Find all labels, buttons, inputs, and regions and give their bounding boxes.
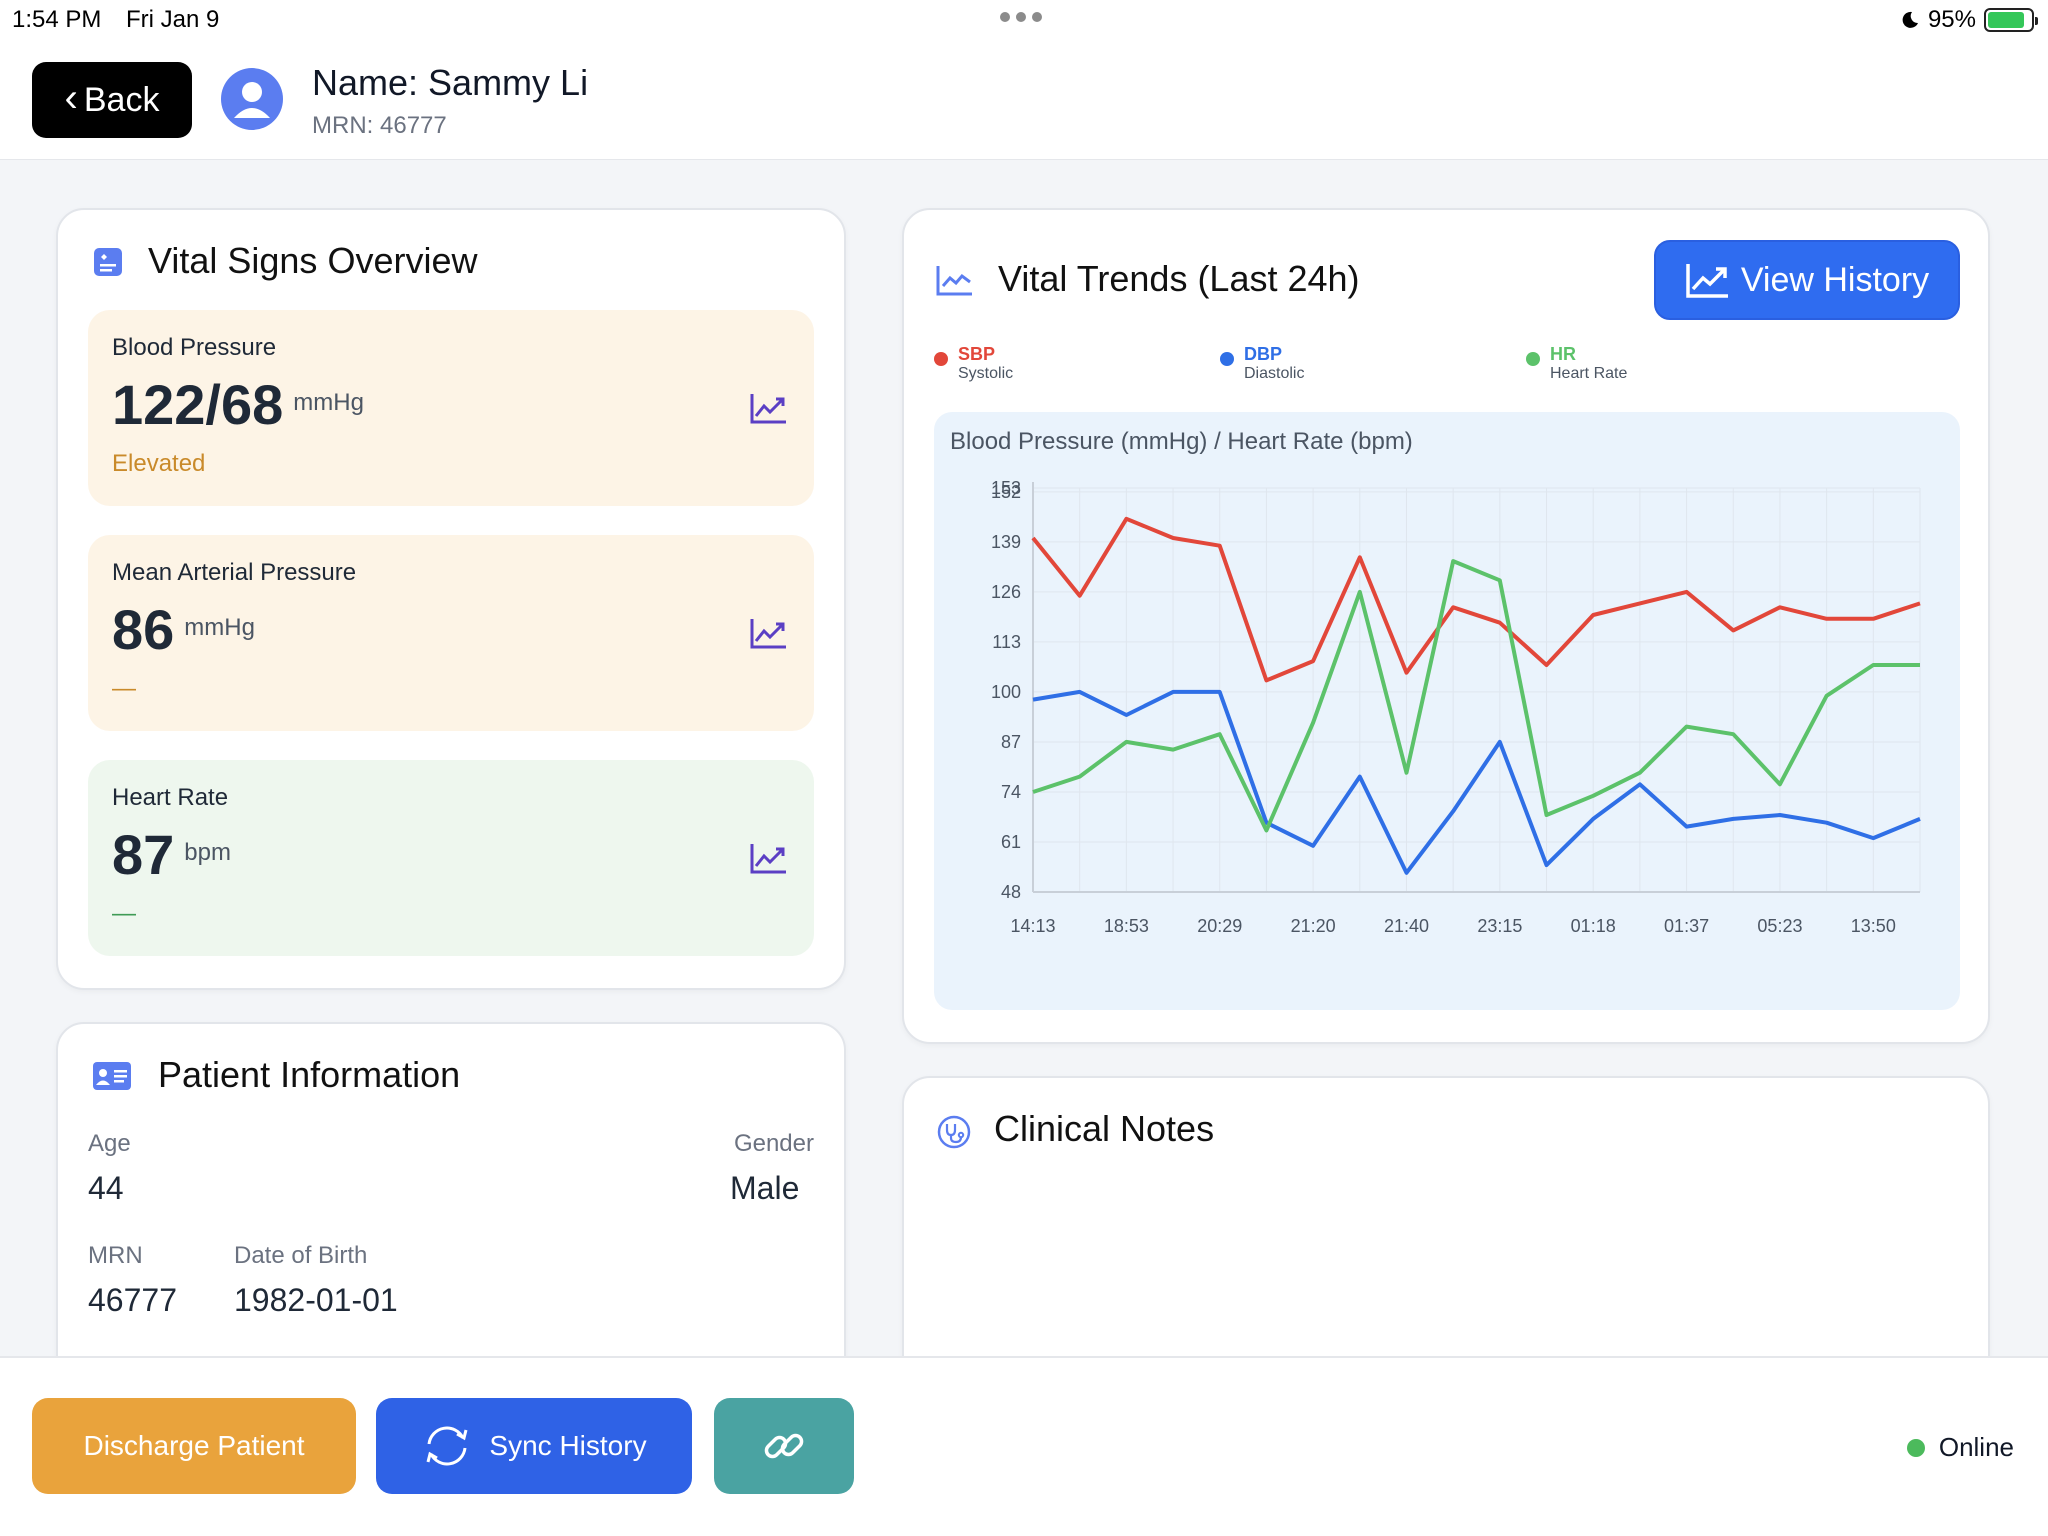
id-card-icon <box>93 1062 131 1090</box>
status-bar: 1:54 PM Fri Jan 9 95% <box>0 0 2048 40</box>
heart-rate-box[interactable]: Heart Rate 87 bpm — <box>88 760 814 956</box>
status-right: 95% <box>1900 6 2038 34</box>
connection-status: Online <box>1906 1432 2014 1463</box>
legend-dbp: DBP Diastolic <box>1220 344 1304 383</box>
x-tick-label: 01:37 <box>1664 916 1709 936</box>
map-status: — <box>112 675 136 702</box>
status-time: 1:54 PM <box>12 6 102 33</box>
bottom-action-bar: Discharge Patient Sync History Online <box>0 1356 2048 1536</box>
trend-chart-icon[interactable] <box>750 392 788 424</box>
mrn-label: MRN <box>88 1242 143 1269</box>
trends-title: Vital Trends (Last 24h) <box>998 258 1360 299</box>
dob-value: 1982-01-01 <box>234 1282 398 1318</box>
patient-info-title: Patient Information <box>158 1054 461 1095</box>
y-tick-label: 153 <box>991 478 1021 498</box>
online-status-dot <box>1906 1438 1925 1457</box>
trend-chart-icon[interactable] <box>750 617 788 649</box>
avatar <box>221 68 283 130</box>
x-tick-label: 23:15 <box>1477 916 1522 936</box>
hr-unit: bpm <box>184 839 231 866</box>
discharge-label: Discharge Patient <box>83 1430 305 1461</box>
y-tick-label: 113 <box>992 632 1021 652</box>
x-tick-label: 13:50 <box>1851 916 1896 936</box>
view-history-button[interactable]: View History <box>1654 240 1960 320</box>
discharge-patient-button[interactable]: Discharge Patient <box>32 1398 356 1494</box>
patient-header: ‹ Back Name: Sammy Li MRN: 46777 <box>0 40 2048 160</box>
x-tick-label: 14:13 <box>1010 916 1055 936</box>
gender-label: Gender <box>733 1130 814 1157</box>
stethoscope-icon <box>937 1115 971 1149</box>
sync-history-button[interactable]: Sync History <box>376 1398 692 1494</box>
battery-percent: 95% <box>1927 6 1976 33</box>
view-history-label: View History <box>1740 260 1930 299</box>
age-label: Age <box>88 1130 131 1157</box>
x-tick-label: 21:40 <box>1384 916 1429 936</box>
bp-label: Blood Pressure <box>112 334 277 361</box>
vital-signs-card: Vital Signs Overview Blood Pressure 122/… <box>56 208 846 990</box>
y-tick-label: 48 <box>1001 882 1021 902</box>
trend-up-icon <box>1686 264 1728 298</box>
map-unit: mmHg <box>184 614 255 641</box>
legend-hr: HR Heart Rate <box>1526 344 1627 383</box>
series-line-sbp <box>1031 516 1921 683</box>
legend-dot <box>1220 352 1234 366</box>
sync-icon <box>426 1426 468 1466</box>
y-tick-label: 152 <box>991 482 1021 502</box>
link-icon <box>764 1433 804 1459</box>
x-tick-label: 05:23 <box>1757 916 1802 936</box>
user-icon <box>234 82 270 118</box>
dob-label: Date of Birth <box>234 1242 368 1269</box>
chevron-left-icon: ‹ <box>64 76 78 120</box>
line-chart-icon <box>936 266 972 296</box>
y-tick-label: 74 <box>1001 782 1021 802</box>
y-tick-label: 61 <box>1001 832 1021 852</box>
link-button[interactable] <box>714 1398 854 1494</box>
x-tick-label: 01:18 <box>1571 916 1616 936</box>
bp-status: Elevated <box>112 450 206 477</box>
moon-icon <box>1902 11 1918 28</box>
hr-value: 87 bpm <box>112 823 231 886</box>
x-tick-label: 21:20 <box>1291 916 1336 936</box>
legend-sbp: SBP Systolic <box>934 344 1013 383</box>
hr-status: — <box>112 900 136 927</box>
bp-value: 122/68 mmHg <box>112 373 364 436</box>
sync-label: Sync History <box>489 1430 647 1461</box>
x-tick-label: 20:29 <box>1197 916 1242 936</box>
y-tick-label: 126 <box>991 582 1021 602</box>
vitals-chart-area: Blood Pressure (mmHg) / Heart Rate (bpm)… <box>934 412 1960 1010</box>
y-tick-label: 100 <box>991 682 1021 702</box>
mrn-value: 46777 <box>88 1282 177 1318</box>
multitasking-dots-icon[interactable] <box>1000 12 1042 22</box>
vitals-card-icon <box>94 248 122 276</box>
mean-arterial-pressure-box[interactable]: Mean Arterial Pressure 86 mmHg — <box>88 535 814 731</box>
series-line-hr <box>1032 559 1920 833</box>
patient-name: Name: Sammy Li <box>312 62 589 103</box>
blood-pressure-box[interactable]: Blood Pressure 122/68 mmHg Elevated <box>88 310 814 506</box>
chart-caption: Blood Pressure (mmHg) / Heart Rate (bpm) <box>950 428 1413 455</box>
hr-label: Heart Rate <box>112 784 229 811</box>
y-tick-label: 87 <box>1001 732 1021 752</box>
trend-chart-icon[interactable] <box>750 842 788 874</box>
patient-mrn: MRN: 46777 <box>312 112 447 139</box>
gender-value: Male <box>730 1170 800 1206</box>
clinical-notes-title: Clinical Notes <box>994 1108 1215 1149</box>
status-date: Fri Jan 9 <box>126 6 220 33</box>
age-value: 44 <box>88 1170 124 1206</box>
back-label: Back <box>83 80 160 119</box>
legend-dot <box>934 352 948 366</box>
vitals-card-title: Vital Signs Overview <box>148 240 478 281</box>
x-tick-label: 18:53 <box>1104 916 1149 936</box>
back-button[interactable]: ‹ Back <box>32 62 192 138</box>
battery-icon <box>1984 8 2038 32</box>
legend-dot <box>1526 352 1540 366</box>
series-line-dbp <box>1032 689 1921 875</box>
map-label: Mean Arterial Pressure <box>112 559 357 586</box>
y-tick-label: 139 <box>991 532 1021 552</box>
online-label: Online <box>1938 1432 2014 1462</box>
bp-unit: mmHg <box>293 389 364 416</box>
map-value: 86 mmHg <box>112 598 255 661</box>
